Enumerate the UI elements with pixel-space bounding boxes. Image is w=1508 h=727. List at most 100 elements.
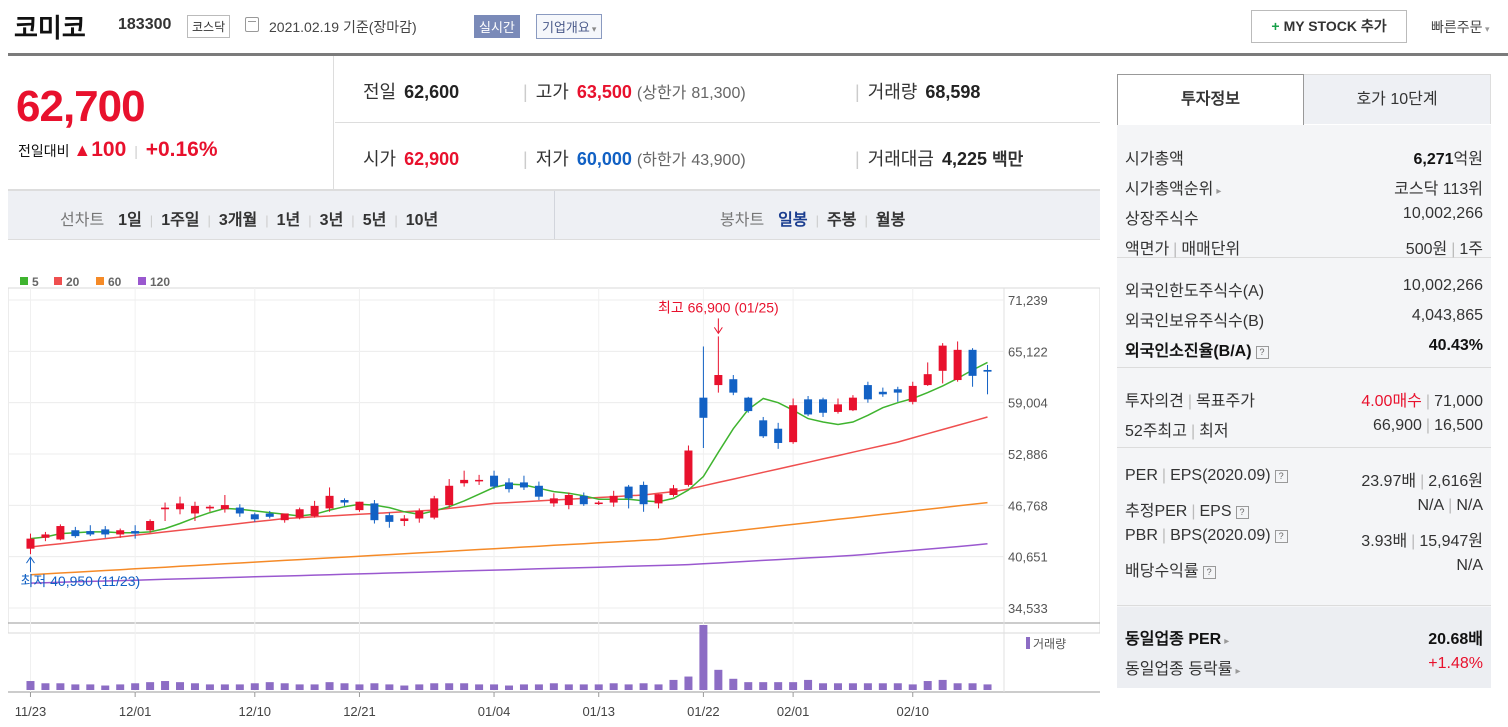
period-1d[interactable]: 1일 [118, 212, 142, 229]
candle[interactable] [549, 493, 558, 507]
candle[interactable] [71, 526, 80, 538]
candle[interactable] [953, 341, 962, 382]
candle[interactable] [265, 510, 274, 519]
candle[interactable] [519, 475, 528, 490]
candle[interactable] [893, 386, 902, 402]
candle[interactable] [280, 513, 289, 523]
candle[interactable] [968, 348, 977, 387]
candle-chart-label[interactable]: 봉차트 [720, 212, 765, 229]
candle[interactable] [101, 526, 110, 538]
volume-bar [131, 683, 140, 690]
candle[interactable] [325, 487, 334, 512]
candle[interactable] [714, 336, 723, 393]
candle[interactable] [594, 500, 603, 506]
sector-per-row[interactable]: 동일업종 PER ▸ 20.68배 [1125, 621, 1483, 651]
realtime-button[interactable]: 실시간 [474, 15, 520, 38]
candle[interactable] [131, 525, 140, 539]
candle-body [385, 515, 394, 522]
candle[interactable] [415, 508, 424, 523]
candle[interactable] [505, 478, 513, 493]
candle[interactable] [654, 494, 663, 509]
x-tick-label: 12/10 [239, 704, 272, 719]
candle[interactable] [774, 422, 783, 449]
candle[interactable] [848, 395, 857, 412]
period-5y[interactable]: 5년 [362, 212, 387, 229]
help-icon[interactable]: ? [1274, 530, 1288, 543]
candle[interactable] [445, 479, 454, 508]
candle-daily[interactable]: 일봉 [778, 212, 808, 229]
candle-body [714, 375, 723, 386]
stock-chart[interactable]: 71,239 65,122 59,004 52,886 46,768 40,651 34,5… [7, 240, 1101, 727]
candle-monthly[interactable]: 월봉 [875, 212, 906, 229]
candle[interactable] [176, 496, 185, 515]
candle[interactable] [235, 504, 244, 517]
add-mystock-button[interactable]: + MY STOCK 추가 [1251, 10, 1407, 43]
candle[interactable] [863, 381, 872, 403]
candle[interactable] [116, 528, 125, 538]
candle[interactable] [475, 474, 484, 485]
candle[interactable] [759, 416, 768, 438]
market-cap-rank-row[interactable]: 시가총액순위 ▸ 코스닥 113위 [1125, 171, 1483, 201]
candle[interactable] [534, 481, 543, 501]
candle[interactable] [564, 492, 573, 510]
help-icon[interactable]: ? [1274, 470, 1288, 483]
candle[interactable] [938, 343, 947, 384]
candle[interactable] [56, 524, 65, 541]
candle[interactable] [220, 494, 229, 513]
period-10y[interactable]: 10년 [405, 212, 439, 229]
candle[interactable] [161, 502, 170, 522]
tab-orderbook-10[interactable]: 호가 10단계 [1304, 74, 1491, 124]
candle[interactable] [609, 490, 618, 507]
candle[interactable] [295, 507, 304, 520]
candle[interactable] [205, 505, 214, 512]
candle[interactable] [579, 492, 588, 506]
est-eps-value: N/A [1456, 497, 1483, 514]
period-1w[interactable]: 1주일 [161, 212, 200, 229]
candle[interactable] [146, 519, 155, 533]
candle[interactable] [26, 533, 35, 555]
candle[interactable] [983, 364, 992, 395]
candle[interactable] [729, 375, 738, 396]
candle[interactable] [624, 484, 633, 509]
candle[interactable] [250, 512, 259, 522]
candle[interactable] [819, 397, 828, 417]
divider: | [351, 213, 355, 228]
sector-rate-row[interactable]: 동일업종 등락률 ▸ +1.48% [1125, 651, 1483, 681]
candle[interactable] [86, 525, 95, 537]
candle[interactable] [41, 531, 50, 542]
line-chart-label[interactable]: 선차트 [60, 212, 105, 229]
candle[interactable] [908, 381, 917, 405]
candle[interactable] [878, 387, 887, 397]
candle[interactable] [385, 512, 394, 528]
candle[interactable] [684, 445, 693, 487]
candle[interactable] [370, 500, 379, 524]
candle[interactable] [789, 398, 798, 444]
candle[interactable] [639, 481, 648, 512]
candle[interactable] [460, 470, 469, 487]
candle[interactable] [340, 498, 349, 506]
candle[interactable] [355, 501, 364, 512]
tab-invest-info[interactable]: 투자정보 [1117, 74, 1304, 125]
help-icon[interactable]: ? [1255, 346, 1269, 359]
candle[interactable] [490, 470, 499, 490]
period-1y[interactable]: 1년 [276, 212, 301, 229]
candlestick-chart-svg[interactable]: 71,239 65,122 59,004 52,886 46,768 40,651 34,5… [7, 240, 1101, 727]
period-3y[interactable]: 3년 [319, 212, 344, 229]
period-3m[interactable]: 3개월 [218, 212, 258, 229]
candle[interactable] [699, 346, 708, 449]
candle-weekly[interactable]: 주봉 [827, 212, 857, 229]
candle[interactable] [669, 484, 678, 497]
candle[interactable] [430, 495, 439, 520]
company-overview-dropdown[interactable]: 기업개요 ▾ [536, 14, 603, 39]
candle[interactable] [744, 396, 753, 413]
help-icon[interactable]: ? [1202, 566, 1216, 579]
candle[interactable] [400, 515, 409, 527]
candle[interactable] [190, 501, 199, 522]
candle[interactable] [833, 398, 842, 414]
candle[interactable] [804, 395, 813, 417]
quick-order-button[interactable]: 빠른주문 ▾ [1431, 17, 1490, 37]
help-icon[interactable]: ? [1235, 506, 1249, 519]
candle[interactable] [923, 362, 932, 386]
candle[interactable] [310, 500, 319, 518]
candle-body [609, 495, 618, 503]
